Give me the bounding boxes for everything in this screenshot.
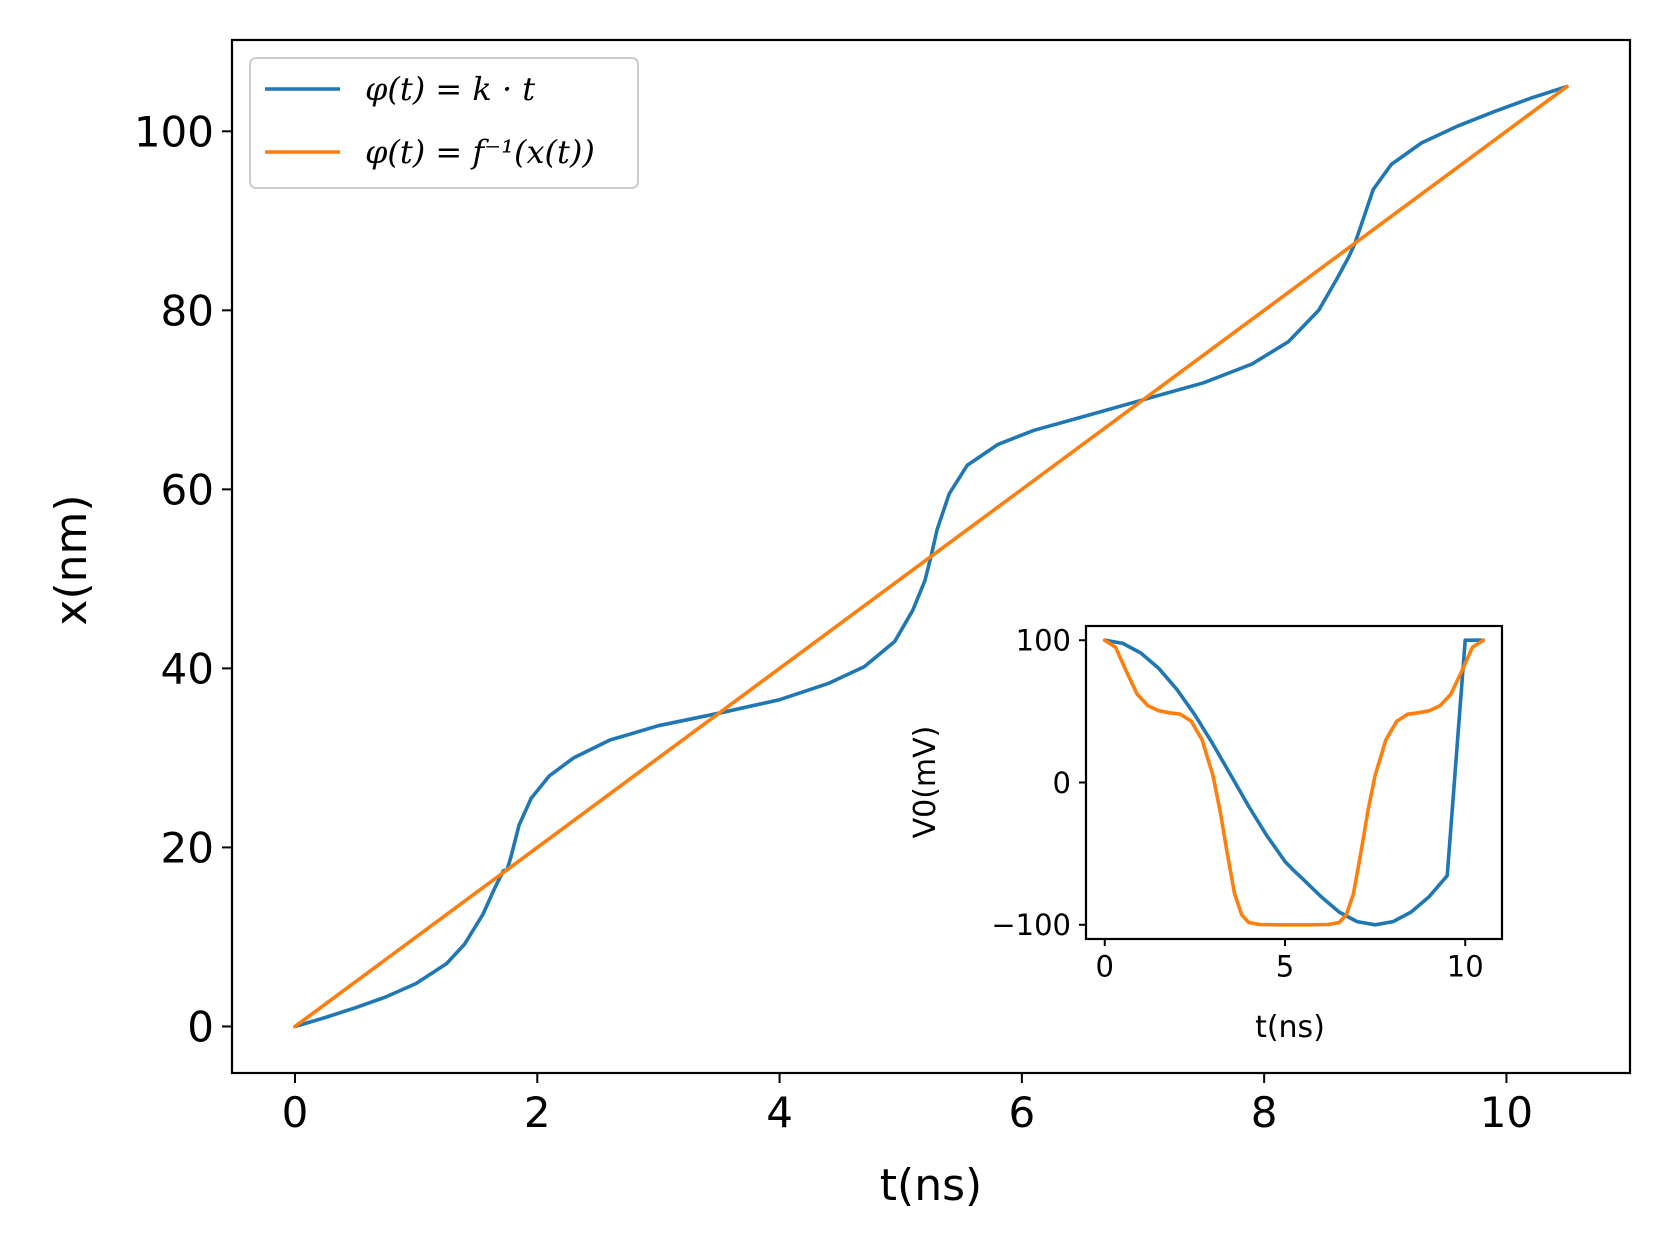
inset-x-tick-label: 0	[1096, 949, 1114, 983]
legend-box	[249, 57, 639, 189]
main-x-axis-ticks: 0 2 4 6 8 10	[282, 1073, 1533, 1137]
inset-y-tick-label: 0	[1053, 766, 1071, 800]
main-x-tick-label: 10	[1480, 1088, 1533, 1137]
main-x-tick-label: 4	[766, 1088, 793, 1137]
inset-y-tick-label: 100	[1016, 624, 1071, 658]
main-x-tick-label: 2	[524, 1088, 551, 1137]
inset-y-axis-label: V0(mV)	[908, 726, 943, 839]
main-y-tick-label: 20	[161, 824, 214, 873]
main-y-axis-ticks: 0 20 40 60 80 100	[134, 107, 232, 1052]
inset-series-line-1	[1102, 638, 1486, 927]
inset-x-axis-ticks: 0 5 10	[1096, 939, 1484, 983]
main-x-tick-label: 8	[1251, 1088, 1278, 1137]
main-y-tick-label: 0	[187, 1003, 214, 1052]
main-x-tick-label: 0	[282, 1088, 309, 1137]
main-y-axis-label: x(nm)	[46, 494, 97, 625]
inset-background	[1086, 626, 1502, 939]
main-series-line-1	[293, 84, 1569, 1029]
inset-y-tick-label: −100	[991, 908, 1071, 942]
legend: φ(t) = k · t φ(t) = f⁻¹(x(t))	[249, 57, 639, 189]
legend-label-k-t: φ(t) = k · t	[365, 70, 535, 108]
inset-series-layer	[1102, 638, 1486, 927]
main-y-tick-label: 60	[161, 465, 214, 514]
inset-chart: 0 5 10 −100 0 100 t(ns) V0(mV)	[908, 624, 1504, 1045]
inset-y-axis-ticks: −100 0 100	[991, 624, 1086, 942]
main-series-layer	[293, 84, 1569, 1029]
inset-series-line-0	[1102, 638, 1486, 927]
inset-x-axis-label: t(ns)	[1255, 1010, 1325, 1045]
inset-x-tick-label: 5	[1276, 949, 1294, 983]
main-x-tick-label: 6	[1008, 1088, 1035, 1137]
main-y-tick-label: 40	[161, 645, 214, 694]
legend-label-inverse: φ(t) = f⁻¹(x(t))	[365, 133, 595, 171]
main-x-axis-label: t(ns)	[880, 1160, 982, 1211]
main-y-tick-label: 100	[134, 107, 214, 156]
main-plot-frame	[230, 38, 1632, 1075]
inset-x-tick-label: 10	[1447, 949, 1484, 983]
main-y-tick-label: 80	[161, 286, 214, 335]
